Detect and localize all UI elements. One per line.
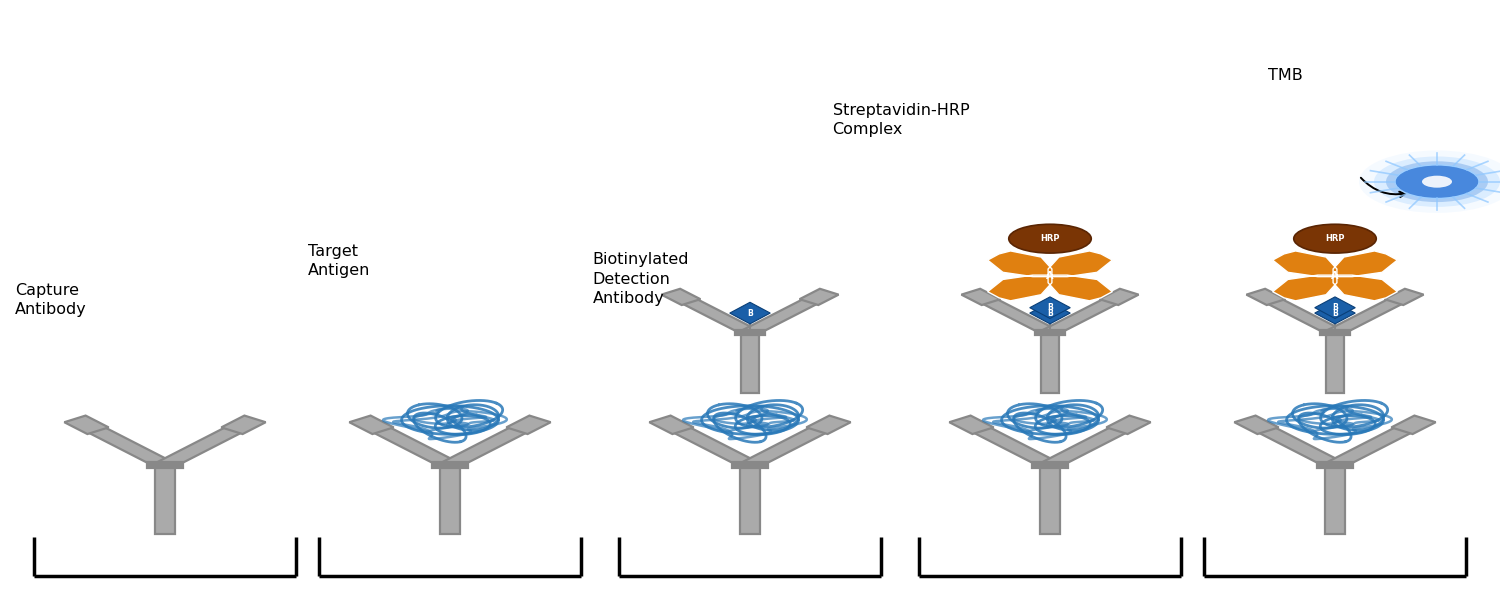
Polygon shape [1384, 289, 1423, 305]
Polygon shape [1326, 332, 1344, 393]
Polygon shape [350, 416, 393, 434]
Polygon shape [1258, 295, 1342, 335]
Polygon shape [432, 462, 468, 468]
Polygon shape [363, 422, 459, 467]
Text: Capture
Antibody: Capture Antibody [15, 283, 87, 317]
Polygon shape [1032, 462, 1068, 468]
Polygon shape [962, 289, 1000, 305]
Polygon shape [441, 465, 459, 534]
Polygon shape [1234, 416, 1278, 434]
Polygon shape [1317, 462, 1353, 468]
Circle shape [1374, 157, 1500, 207]
Polygon shape [987, 251, 1113, 301]
Polygon shape [1320, 329, 1350, 335]
Circle shape [1359, 151, 1500, 213]
Text: A: A [1047, 271, 1053, 281]
Polygon shape [1328, 295, 1412, 335]
Polygon shape [156, 465, 174, 534]
Text: TMB: TMB [1268, 67, 1302, 82]
Circle shape [1398, 166, 1476, 197]
Polygon shape [1326, 465, 1344, 534]
Polygon shape [735, 329, 765, 335]
Polygon shape [64, 416, 108, 434]
Polygon shape [147, 462, 183, 468]
Text: Biotinylated
Detection
Antibody: Biotinylated Detection Antibody [592, 252, 688, 306]
Polygon shape [950, 416, 993, 434]
Text: A: A [1332, 271, 1338, 281]
Polygon shape [741, 332, 759, 393]
Polygon shape [1041, 422, 1137, 467]
Ellipse shape [1293, 224, 1377, 253]
Polygon shape [663, 422, 759, 467]
Polygon shape [974, 295, 1058, 335]
Text: B: B [1332, 303, 1338, 312]
Polygon shape [507, 416, 550, 434]
Text: B: B [747, 308, 753, 317]
Polygon shape [1041, 465, 1059, 534]
Polygon shape [1107, 416, 1150, 434]
Polygon shape [807, 416, 850, 434]
Text: Target
Antigen: Target Antigen [308, 244, 370, 278]
Text: HRP: HRP [1041, 234, 1059, 243]
Polygon shape [1248, 422, 1344, 467]
Polygon shape [1272, 251, 1398, 301]
Text: Streptavidin-HRP
Complex: Streptavidin-HRP Complex [833, 103, 969, 137]
Polygon shape [732, 462, 768, 468]
Polygon shape [1326, 422, 1422, 467]
Polygon shape [1100, 289, 1138, 305]
Polygon shape [1041, 332, 1059, 393]
Text: B: B [1047, 308, 1053, 317]
Polygon shape [1029, 302, 1069, 324]
Polygon shape [741, 422, 837, 467]
Text: HRP: HRP [1326, 234, 1344, 243]
Polygon shape [1035, 329, 1065, 335]
Polygon shape [1246, 289, 1286, 305]
Polygon shape [662, 289, 700, 305]
Polygon shape [729, 302, 771, 324]
Circle shape [1386, 161, 1488, 202]
Polygon shape [650, 416, 693, 434]
Text: B: B [1332, 308, 1338, 317]
Polygon shape [156, 422, 252, 467]
Circle shape [1422, 176, 1452, 188]
Circle shape [1395, 165, 1479, 199]
Polygon shape [78, 422, 174, 467]
Ellipse shape [1008, 224, 1090, 253]
Polygon shape [741, 465, 759, 534]
Polygon shape [963, 422, 1059, 467]
Polygon shape [222, 416, 266, 434]
Polygon shape [1314, 302, 1356, 324]
Polygon shape [800, 289, 838, 305]
Polygon shape [1042, 295, 1126, 335]
Polygon shape [1029, 297, 1069, 319]
Polygon shape [1314, 297, 1356, 319]
Polygon shape [1392, 416, 1435, 434]
Text: B: B [1047, 303, 1053, 312]
Polygon shape [674, 295, 758, 335]
Polygon shape [742, 295, 827, 335]
Polygon shape [441, 422, 537, 467]
